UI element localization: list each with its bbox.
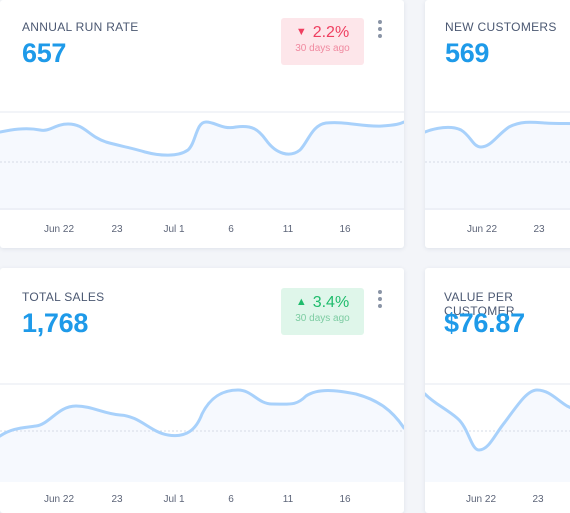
x-tick-label: 11 — [282, 494, 294, 505]
x-tick-label: Jun 22 — [465, 494, 497, 505]
annual-run-rate-card: ANNUAL RUN RATE 657 ▼ 2.2% 30 days ago Ju… — [0, 0, 404, 248]
x-tick-label: 6 — [228, 224, 234, 235]
x-tick-label: 16 — [339, 224, 351, 235]
card-title: NEW CUSTOMERS — [445, 20, 557, 34]
x-tick-label: Jul 1 — [163, 224, 185, 235]
card-title: ANNUAL RUN RATE — [22, 20, 139, 34]
kebab-menu-icon[interactable] — [375, 288, 385, 310]
trend-chart — [0, 111, 404, 210]
x-tick-label: Jun 22 — [466, 224, 498, 235]
card-value: $76.87 — [444, 308, 525, 338]
change-period: 30 days ago — [295, 313, 350, 324]
card-title: TOTAL SALES — [22, 290, 105, 304]
card-value: 657 — [22, 38, 67, 68]
total-sales-card: TOTAL SALES 1,768 ▲ 3.4% 30 days ago Jun … — [0, 268, 404, 513]
x-tick-label: Jun 22 — [43, 494, 75, 505]
trend-line — [0, 120, 404, 157]
trend-line — [425, 120, 570, 149]
trend-line — [0, 388, 404, 438]
x-tick-label: Jul 1 — [163, 494, 185, 505]
value-per-customer-card: VALUE PER CUSTOMER $76.87 Jun 22 23 — [425, 268, 570, 513]
x-tick-label: 23 — [111, 494, 123, 505]
x-tick-label: 23 — [533, 224, 545, 235]
new-customers-card: NEW CUSTOMERS 569 Jun 22 23 — [425, 0, 570, 248]
kebab-menu-icon[interactable] — [375, 18, 385, 40]
trend-area — [0, 122, 404, 210]
change-badge: ▲ 3.4% 30 days ago — [281, 288, 364, 335]
x-tick-label: Jun 22 — [43, 224, 75, 235]
card-title: VALUE PER CUSTOMER — [444, 290, 515, 318]
x-tick-label: 23 — [111, 224, 123, 235]
change-period: 30 days ago — [295, 43, 350, 54]
change-badge: ▼ 2.2% 30 days ago — [281, 18, 364, 65]
x-tick-label: 6 — [228, 494, 234, 505]
trend-chart — [425, 111, 570, 210]
triangle-up-icon: ▲ — [295, 296, 307, 308]
trend-chart — [0, 383, 404, 482]
x-tick-label: 23 — [532, 494, 544, 505]
card-value: 1,768 — [22, 308, 89, 338]
trend-area — [425, 390, 570, 482]
x-tick-label: 16 — [339, 494, 351, 505]
card-value: 569 — [445, 38, 490, 68]
change-value: 3.4% — [312, 294, 350, 311]
change-value: 2.2% — [312, 24, 350, 41]
trend-area — [0, 390, 404, 482]
x-tick-label: 11 — [282, 224, 294, 235]
triangle-down-icon: ▼ — [295, 26, 307, 38]
trend-chart — [425, 383, 570, 482]
trend-line — [425, 388, 570, 452]
trend-area — [425, 122, 570, 210]
